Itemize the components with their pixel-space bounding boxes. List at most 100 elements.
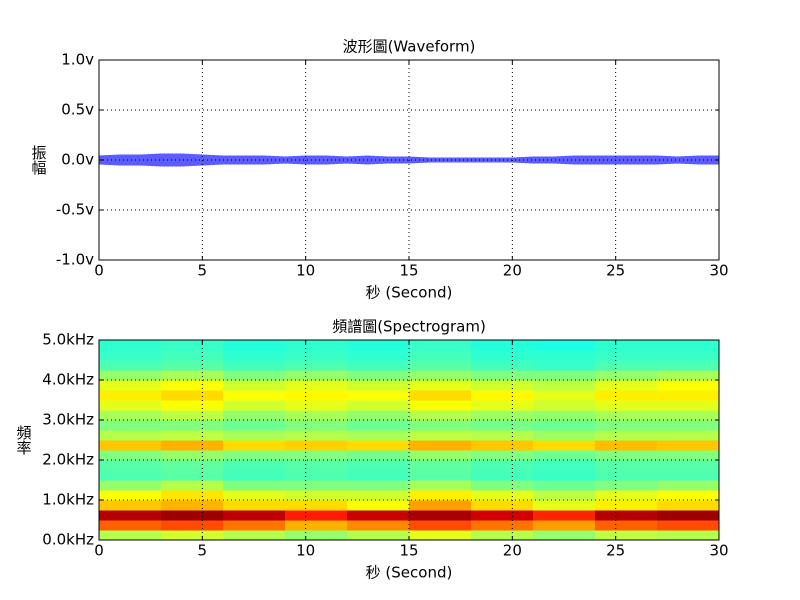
x-axis-label: 秒 (Second) bbox=[366, 564, 453, 582]
spectrogram-cell bbox=[471, 360, 534, 371]
spectrogram-cell bbox=[595, 440, 658, 451]
waveform-lower bbox=[98, 159, 720, 167]
spectrogram-cell bbox=[161, 390, 224, 401]
y-tick-label: 0.0kHz bbox=[42, 531, 94, 549]
spectrogram-cell bbox=[223, 360, 286, 371]
spectrogram-cell bbox=[223, 350, 286, 361]
spectrogram-cell bbox=[595, 350, 658, 361]
spectrogram-cell bbox=[595, 520, 658, 531]
spectrogram-cell bbox=[347, 520, 410, 531]
spectrogram-cell bbox=[533, 390, 596, 401]
spectrogram-cell bbox=[347, 420, 410, 431]
spectrogram-cell bbox=[533, 490, 596, 501]
spectrogram-cell bbox=[161, 430, 224, 441]
spectrogram-cell bbox=[99, 420, 162, 431]
spectrogram-cell bbox=[99, 510, 162, 521]
spectrogram-cell bbox=[99, 370, 162, 381]
spectrogram-cell bbox=[409, 530, 472, 541]
y-tick-label: 0.5v bbox=[61, 101, 94, 119]
spectrogram-cell bbox=[471, 420, 534, 431]
spectrogram-cell bbox=[409, 430, 472, 441]
spectrogram-cell bbox=[223, 460, 286, 471]
spectrogram-cell bbox=[471, 490, 534, 501]
spectrogram-cell bbox=[99, 400, 162, 411]
spectrogram-cell bbox=[409, 410, 472, 421]
spectrogram-cell bbox=[409, 470, 472, 481]
spectrogram-cell bbox=[471, 380, 534, 391]
spectrogram-cell bbox=[471, 410, 534, 421]
spectrogram-cell bbox=[595, 470, 658, 481]
spectrogram-cell bbox=[471, 460, 534, 471]
spectrogram-cell bbox=[533, 340, 596, 351]
spectrogram-cell bbox=[285, 470, 348, 481]
x-tick-label: 25 bbox=[606, 542, 625, 560]
spectrogram-cell bbox=[409, 400, 472, 411]
spectrogram-cell bbox=[99, 500, 162, 511]
spectrogram-cell bbox=[223, 500, 286, 511]
spectrogram-cell bbox=[347, 500, 410, 511]
spectrogram-cell bbox=[595, 510, 658, 521]
spectrogram-cell bbox=[223, 530, 286, 541]
spectrogram-cell bbox=[409, 370, 472, 381]
spectrogram-cell bbox=[285, 490, 348, 501]
x-tick-label: 30 bbox=[709, 262, 728, 280]
spectrogram-cell bbox=[409, 350, 472, 361]
spectrogram-cell bbox=[161, 440, 224, 451]
spectrogram-cell bbox=[161, 450, 224, 461]
x-axis-label: 秒 (Second) bbox=[366, 284, 453, 302]
spectrogram-cell bbox=[595, 370, 658, 381]
spectrogram-cell bbox=[657, 410, 720, 421]
spectrogram-cell bbox=[223, 410, 286, 421]
spectrogram-cell bbox=[347, 450, 410, 461]
spectrogram-cell bbox=[347, 430, 410, 441]
spectrogram-cell bbox=[533, 500, 596, 511]
spectrogram-cell bbox=[347, 490, 410, 501]
spectrogram-cell bbox=[161, 380, 224, 391]
spectrogram-cell bbox=[595, 430, 658, 441]
spectrogram-cell bbox=[99, 340, 162, 351]
spectrogram-cell bbox=[223, 370, 286, 381]
spectrogram-cell bbox=[99, 440, 162, 451]
spectrogram-cell bbox=[533, 380, 596, 391]
spectrogram-cell bbox=[533, 420, 596, 431]
spectrogram-cell bbox=[409, 460, 472, 471]
spectrogram-cell bbox=[409, 380, 472, 391]
spectrogram-cell bbox=[471, 530, 534, 541]
spectrogram-cell bbox=[347, 340, 410, 351]
spectrogram-cell bbox=[285, 400, 348, 411]
spectrogram-cell bbox=[471, 470, 534, 481]
spectrogram-cell bbox=[99, 360, 162, 371]
spectrogram-cell bbox=[223, 470, 286, 481]
spectrogram-cell bbox=[533, 430, 596, 441]
plot-frame bbox=[98, 59, 720, 261]
spectrogram-cell bbox=[657, 370, 720, 381]
spectrogram-cell bbox=[471, 450, 534, 461]
y-tick-label: 1.0v bbox=[61, 51, 94, 69]
spectrogram-cell bbox=[99, 470, 162, 481]
spectrogram-cell bbox=[471, 440, 534, 451]
spectrogram-cell bbox=[285, 350, 348, 361]
spectrogram-cell bbox=[657, 520, 720, 531]
spectrogram-cell bbox=[409, 520, 472, 531]
spectrogram-cell bbox=[285, 480, 348, 491]
spectrogram-cell bbox=[657, 500, 720, 511]
y-tick-label: 4.0kHz bbox=[42, 371, 94, 389]
spectrogram-cell bbox=[595, 530, 658, 541]
spectrogram-cell bbox=[99, 380, 162, 391]
spectrogram-cell bbox=[471, 340, 534, 351]
spectrogram-cell bbox=[161, 470, 224, 481]
spectrogram-cell bbox=[533, 530, 596, 541]
spectrogram-cell bbox=[595, 450, 658, 461]
spectrogram-cell bbox=[285, 430, 348, 441]
spectrogram-cell bbox=[347, 400, 410, 411]
y-tick-label: 1.0kHz bbox=[42, 491, 94, 509]
spectrogram-cell bbox=[347, 460, 410, 471]
spectrogram-cell bbox=[285, 380, 348, 391]
spectrogram-cell bbox=[99, 450, 162, 461]
spectrogram-cell bbox=[161, 400, 224, 411]
spectrogram-cell bbox=[223, 430, 286, 441]
spectrogram-cell bbox=[471, 350, 534, 361]
spectrogram-cell bbox=[347, 410, 410, 421]
x-tick-label: 25 bbox=[606, 262, 625, 280]
